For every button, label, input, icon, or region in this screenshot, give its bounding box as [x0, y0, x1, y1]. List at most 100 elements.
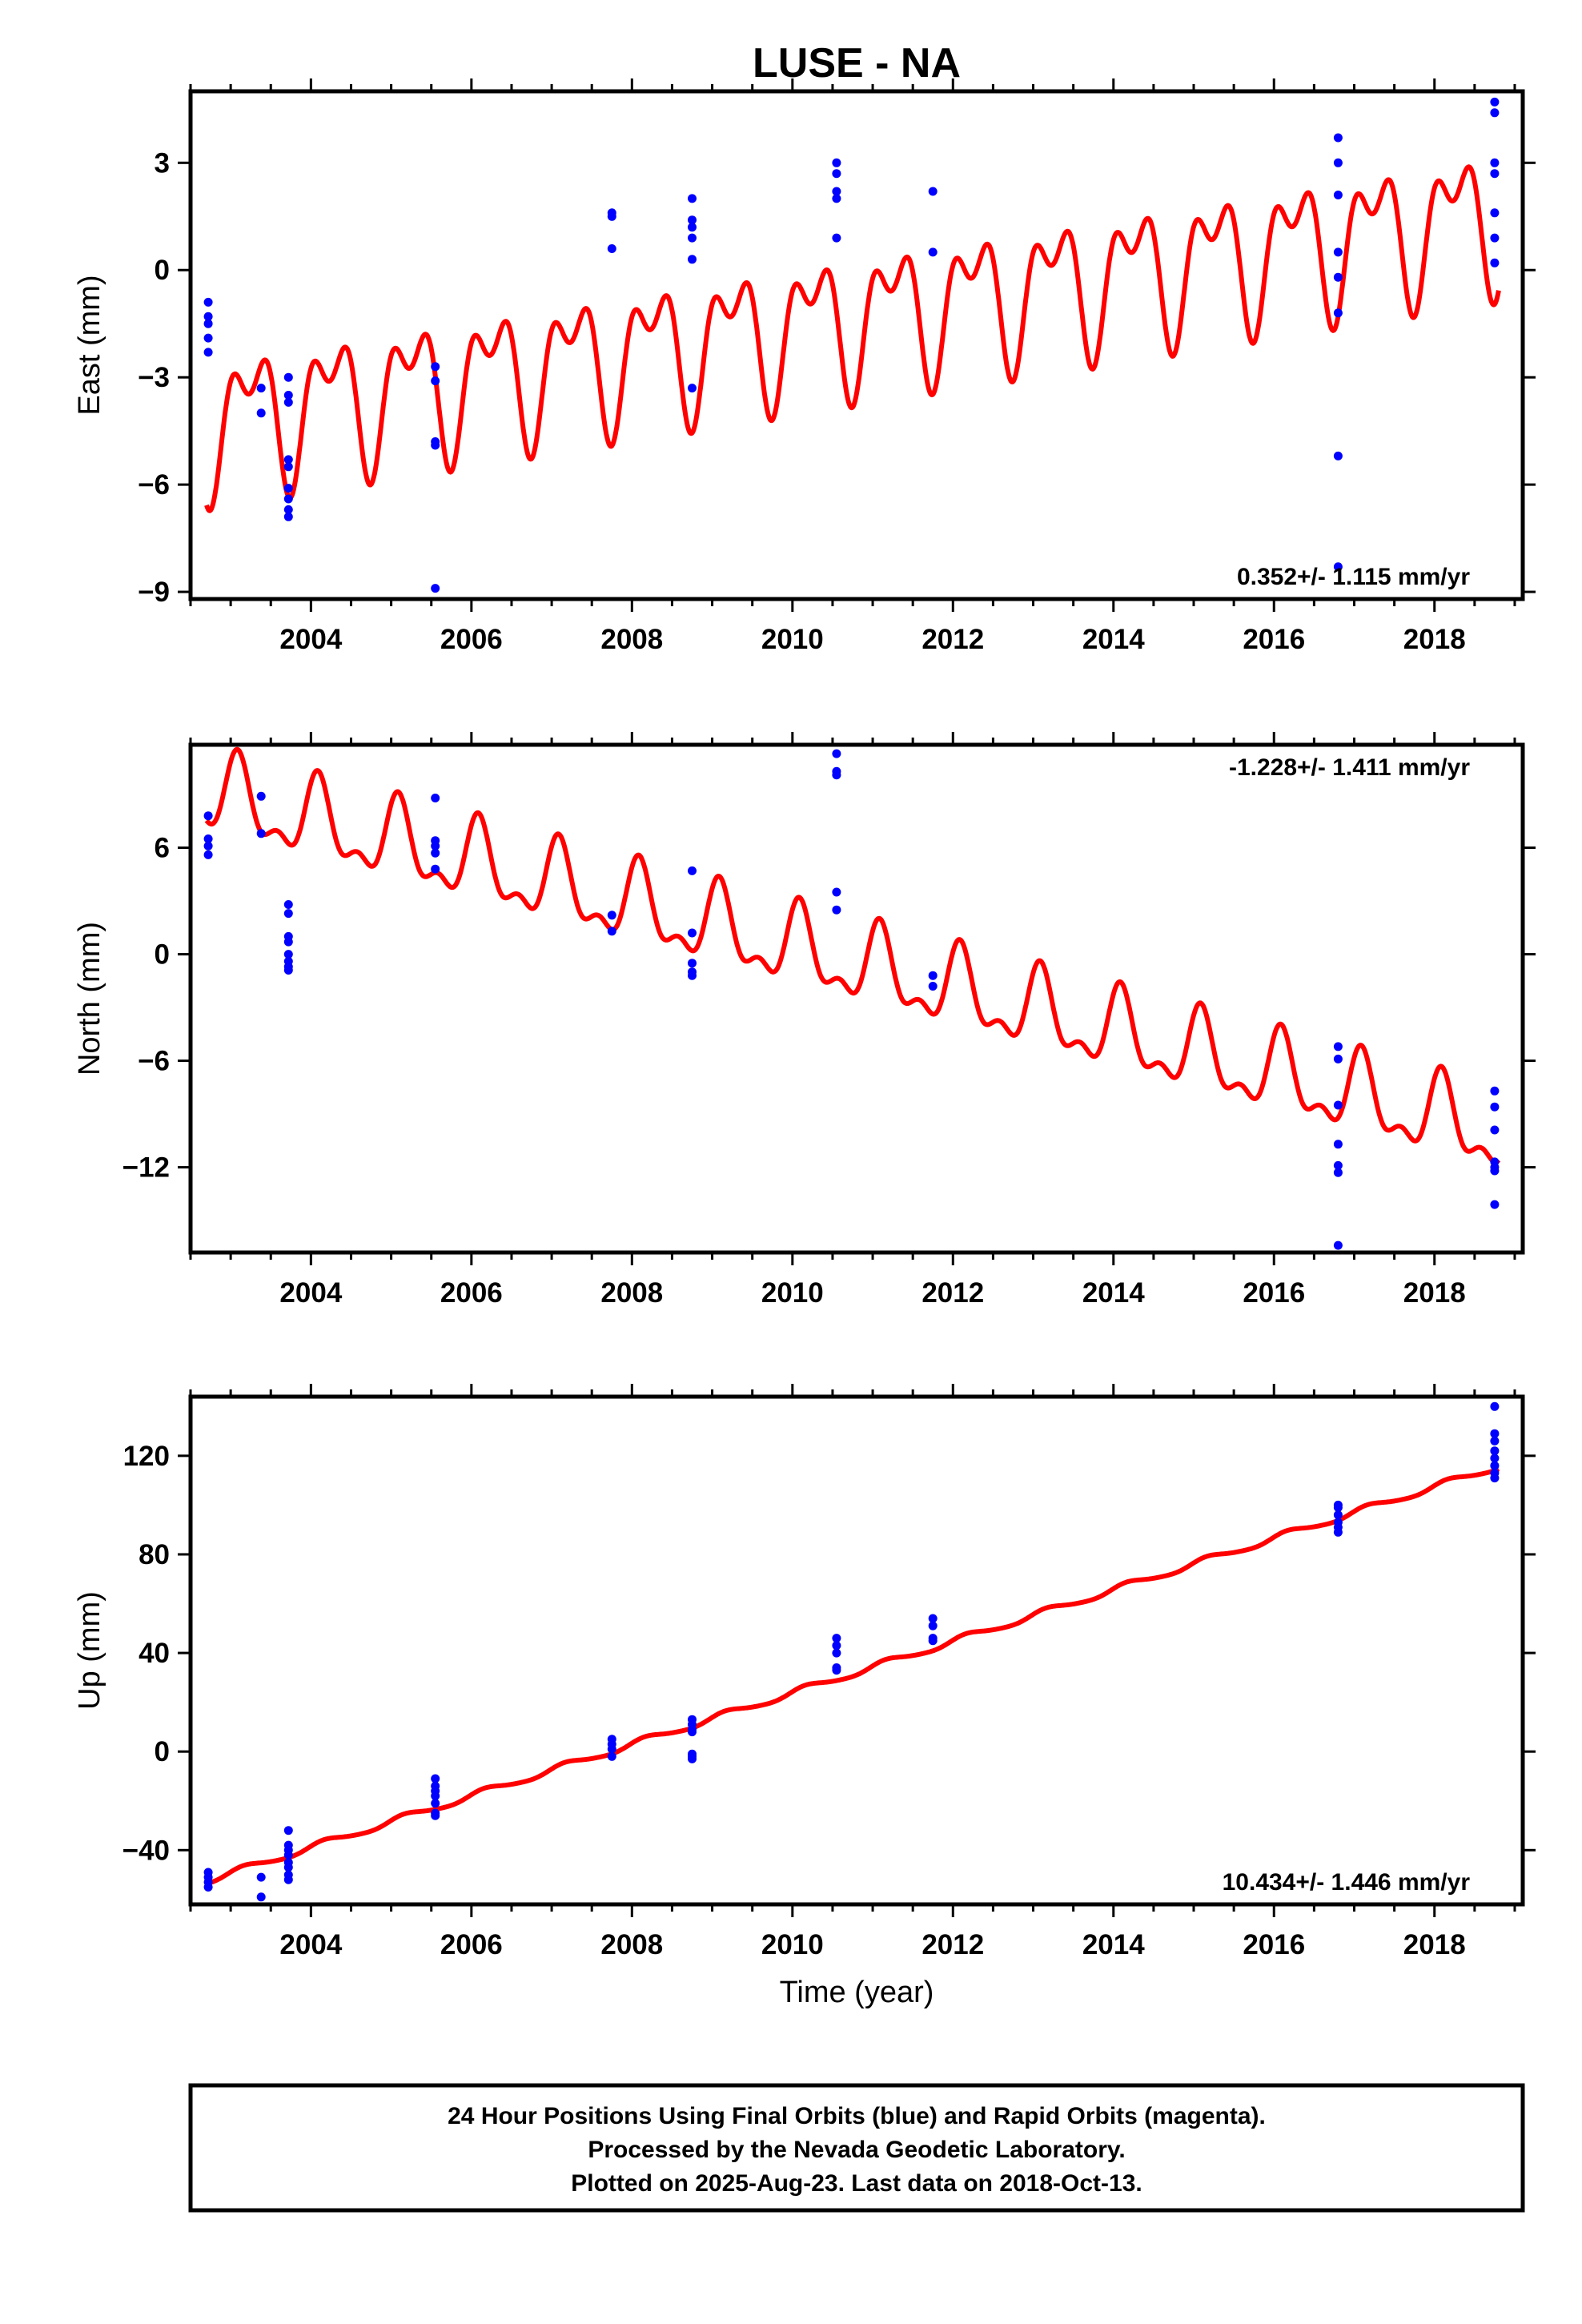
up-model-fit-line	[205, 1466, 1500, 1887]
north-data-point	[1490, 1166, 1500, 1176]
up-data-point	[431, 1791, 440, 1801]
north-data-point	[1333, 1054, 1343, 1063]
up-data-point	[283, 1850, 293, 1860]
north-data-point	[688, 971, 697, 980]
north-data-point	[688, 959, 697, 968]
east-data-point	[203, 319, 213, 328]
north-data-point	[1333, 1140, 1343, 1149]
up-data-point	[928, 1636, 938, 1646]
east-data-point	[283, 512, 293, 521]
up-data-point	[256, 1872, 266, 1882]
up-data-point	[1490, 1429, 1500, 1438]
up-y-tick-label: 0	[155, 1736, 170, 1767]
east-data-point	[431, 584, 440, 593]
east-x-tick-label: 2018	[1403, 624, 1466, 655]
up-data-point	[928, 1614, 938, 1623]
up-data-point	[1490, 1401, 1500, 1411]
east-data-points	[203, 97, 1500, 593]
east-panel: 2004 2006 2008 2010 2012 2014 2016 2018 −9 −6 −3 0 3…	[73, 78, 1536, 655]
north-x-tick-label: 2006	[440, 1277, 503, 1309]
up-data-point	[1333, 1510, 1343, 1520]
chart-title: LUSE - NA	[753, 40, 961, 86]
north-data-point	[431, 841, 440, 850]
up-data-point	[283, 1826, 293, 1835]
up-y-tick-label: 120	[123, 1441, 170, 1472]
east-y-axis-label: East (mm)	[73, 275, 106, 415]
north-x-tick-label: 2008	[600, 1277, 663, 1309]
north-x-tick-label: 2014	[1082, 1277, 1145, 1309]
east-data-point	[688, 233, 697, 243]
up-x-tick-label: 2012	[921, 1929, 984, 1960]
north-data-point	[203, 811, 213, 821]
east-data-point	[607, 211, 616, 221]
up-data-point	[1333, 1527, 1343, 1537]
north-x-tick-label: 2010	[761, 1277, 824, 1309]
up-data-point	[1490, 1461, 1500, 1470]
north-data-point	[1333, 1042, 1343, 1051]
up-rate-annotation: 10.434+/- 1.446 mm/yr	[1223, 1869, 1471, 1896]
up-data-point	[256, 1892, 266, 1902]
up-y-tick-label: −40	[122, 1835, 170, 1866]
up-data-point	[688, 1754, 697, 1763]
north-y-tick-label: −6	[138, 1046, 170, 1077]
up-data-point	[832, 1666, 841, 1675]
north-x-tick-label: 2012	[921, 1277, 984, 1309]
east-data-point	[1490, 258, 1500, 267]
north-data-point	[928, 971, 938, 980]
up-data-point	[431, 1799, 440, 1808]
north-data-point	[607, 927, 616, 936]
east-x-tick-label: 2008	[600, 624, 663, 655]
north-data-points	[203, 749, 1500, 1250]
east-y-tick-label: 3	[155, 147, 170, 179]
east-data-point	[283, 484, 293, 493]
east-data-point	[431, 362, 440, 372]
up-data-point	[431, 1774, 440, 1783]
east-data-point	[928, 247, 938, 257]
east-data-point	[256, 384, 266, 393]
north-data-point	[283, 950, 293, 959]
up-data-point	[832, 1634, 841, 1643]
north-data-point	[1333, 1100, 1343, 1110]
north-data-point	[1333, 1168, 1343, 1177]
east-data-point	[203, 333, 213, 343]
east-data-point	[431, 440, 440, 450]
north-data-point	[431, 794, 440, 802]
east-x-tick-label: 2012	[921, 624, 984, 655]
north-data-point	[431, 848, 440, 858]
up-plot-frame	[188, 1394, 1525, 1907]
east-model-fit-line	[204, 164, 1501, 513]
east-data-point	[283, 372, 293, 382]
east-x-tick-label: 2006	[440, 624, 503, 655]
east-data-point	[431, 376, 440, 386]
info-line-2: Processed by the Nevada Geodetic Laborat…	[588, 2137, 1125, 2163]
info-line-3: Plotted on 2025-Aug-23. Last data on 201…	[571, 2170, 1142, 2197]
east-data-point	[283, 397, 293, 407]
north-x-tick-label: 2018	[1403, 1277, 1466, 1309]
up-data-point	[203, 1883, 213, 1892]
up-x-tick-label: 2008	[600, 1929, 663, 1960]
north-data-point	[928, 982, 938, 991]
up-data-point	[283, 1863, 293, 1872]
north-rate-annotation: -1.228+/- 1.411 mm/yr	[1229, 754, 1470, 781]
east-data-point	[203, 297, 213, 307]
up-y-tick-label: 40	[139, 1638, 170, 1669]
up-data-point	[832, 1641, 841, 1651]
north-data-point	[203, 850, 213, 859]
east-data-point	[688, 384, 697, 393]
east-data-point	[283, 391, 293, 400]
east-y-tick-label: 0	[155, 255, 170, 286]
east-data-point	[832, 187, 841, 196]
up-data-point	[1333, 1503, 1343, 1512]
east-data-point	[1333, 133, 1343, 143]
east-data-point	[832, 194, 841, 203]
east-data-point	[1490, 169, 1500, 179]
east-x-tick-label: 2010	[761, 624, 824, 655]
east-y-tick-label: −3	[138, 362, 170, 393]
east-x-tick-label: 2004	[279, 624, 342, 655]
east-data-point	[1333, 562, 1343, 572]
north-data-point	[688, 928, 697, 938]
east-x-tick-label: 2014	[1082, 624, 1145, 655]
up-panel: 2004 2006 2008 2010 2012 2014 2016 2018 −40 0 40 80…	[73, 1384, 1536, 1960]
info-box: 24 Hour Positions Using Final Orbits (bl…	[188, 2083, 1525, 2213]
north-data-point	[688, 866, 697, 875]
